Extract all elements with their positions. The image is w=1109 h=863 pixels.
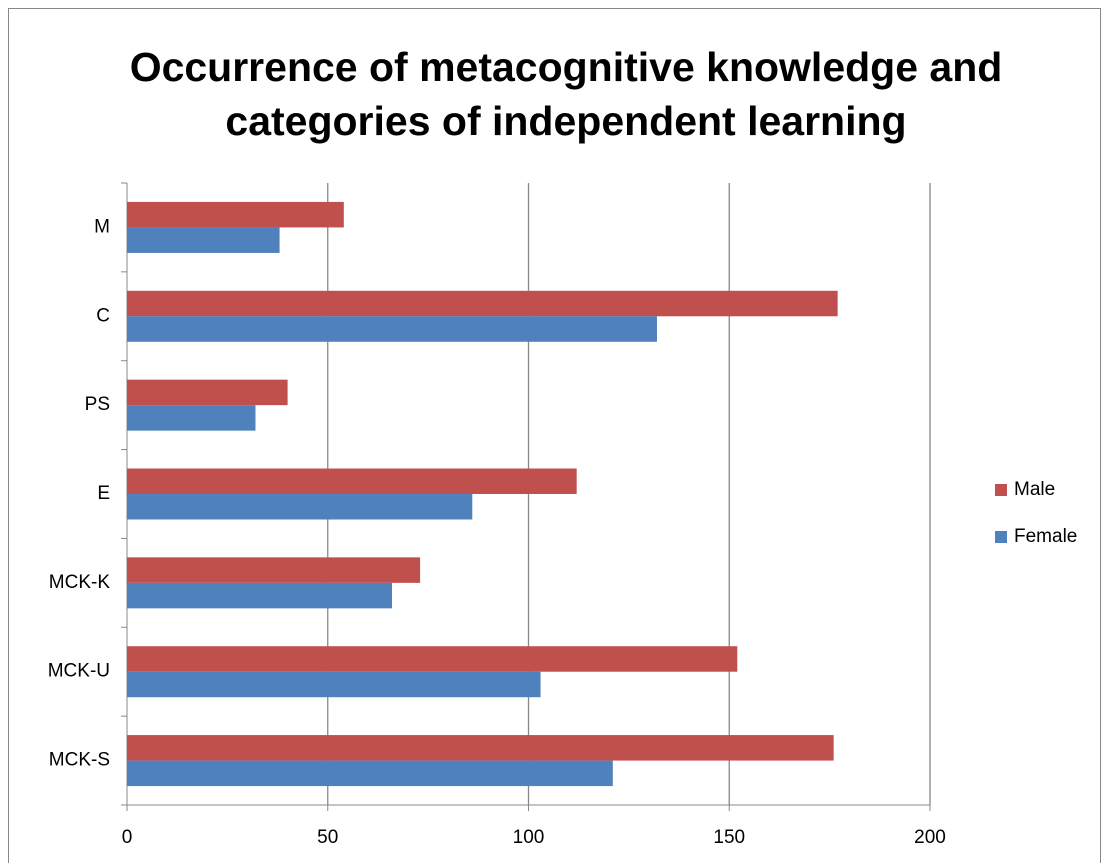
y-tick-label: MCK-K — [49, 572, 111, 593]
bar — [127, 582, 392, 609]
chart-frame — [8, 8, 1101, 863]
legend-swatch — [995, 531, 1007, 543]
bar — [127, 646, 738, 672]
bar — [127, 557, 421, 583]
y-tick-label: E — [97, 483, 110, 504]
y-tick-label: C — [96, 305, 110, 326]
bar — [127, 468, 577, 494]
bar — [127, 316, 657, 342]
bar — [127, 735, 834, 761]
x-tick-label: 100 — [513, 827, 545, 848]
legend-label: Female — [1014, 526, 1077, 547]
bar — [127, 760, 613, 787]
bar — [127, 290, 838, 317]
x-tick-label: 200 — [914, 827, 946, 848]
bar — [127, 671, 541, 698]
legend-label: Male — [1014, 479, 1055, 500]
x-tick-label: 50 — [317, 827, 338, 848]
bar — [127, 494, 473, 520]
legend-swatch — [995, 484, 1007, 496]
bar — [127, 201, 344, 228]
y-tick-label: M — [94, 216, 110, 237]
bar — [127, 405, 256, 431]
y-tick-label: PS — [85, 394, 110, 415]
bar — [127, 379, 288, 406]
x-tick-label: 0 — [122, 827, 133, 848]
bar — [127, 227, 280, 253]
y-tick-label: MCK-S — [49, 750, 110, 771]
y-tick-label: MCK-U — [48, 661, 110, 682]
chart-title: Occurrence of metacognitive knowledge an… — [129, 44, 1003, 144]
x-tick-label: 150 — [713, 827, 745, 848]
